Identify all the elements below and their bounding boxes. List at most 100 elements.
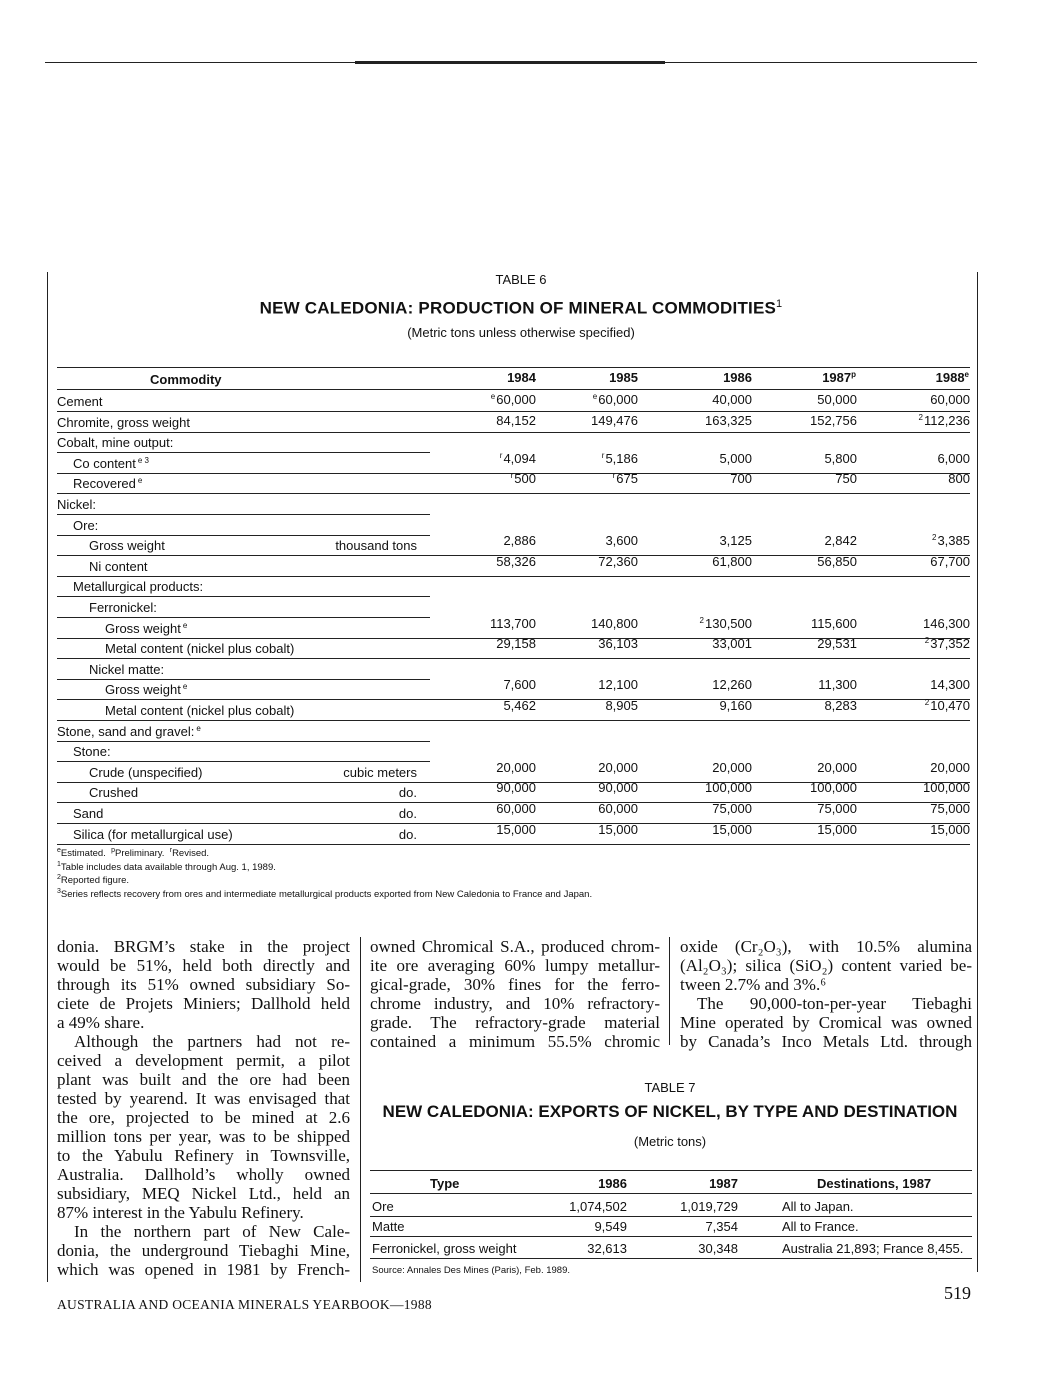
table-cell: 210,470 xyxy=(880,698,970,713)
row-label: Nickel matte: xyxy=(89,662,164,677)
cell-value: 700 xyxy=(730,471,752,487)
table-cell: 60,000 xyxy=(446,801,536,816)
table-row: Metallurgical products: xyxy=(57,576,970,598)
cell-footnote-mark: 2 xyxy=(932,533,937,543)
table-cell: 2,886 xyxy=(446,533,536,548)
body-column-2: owned Chromical S.A., produced chrom-ite… xyxy=(370,937,660,1051)
table-cell: 90,000 xyxy=(548,780,638,795)
cell-value: 15,000 xyxy=(598,821,638,837)
row-unit: do. xyxy=(398,826,417,842)
footnote-text: Revised. xyxy=(172,848,210,859)
table-cell: 61,800 xyxy=(662,554,752,569)
cell-value: 15,000 xyxy=(930,821,970,837)
cell-value: 75,000 xyxy=(712,801,752,816)
row-rule xyxy=(57,452,430,454)
text-line: (Al₂O₃); silica (SiO₂) content varied be… xyxy=(680,956,972,975)
table-cell: 32,613 xyxy=(587,1241,627,1256)
table6-header-1988: 1988e xyxy=(910,370,970,385)
table-cell: 60,000 xyxy=(880,392,970,407)
table-cell: 75,000 xyxy=(767,801,857,816)
row-label-text: Gross weight xyxy=(89,538,165,554)
table-cell: e60,000 xyxy=(446,392,536,407)
table-cell: 2130,500 xyxy=(662,616,752,631)
table-cell: 163,325 xyxy=(662,413,752,428)
table-cell: 1,074,502 xyxy=(569,1199,627,1214)
text-line: subsidiary, MEQ Nickel Ltd., held an xyxy=(57,1184,350,1203)
cell-value: 2,886 xyxy=(503,533,536,549)
table-cell: 75,000 xyxy=(662,801,752,816)
footnote-text: Series reflects recovery from ores and i… xyxy=(60,888,593,900)
row-label: Gross weight e xyxy=(105,682,188,697)
cell-footnote-mark: 2 xyxy=(924,698,930,707)
cell-value: 152,756 xyxy=(810,412,857,428)
table7-header-top-rule xyxy=(370,1170,972,1171)
table-cell: 3,125 xyxy=(662,533,752,548)
table-cell: 40,000 xyxy=(662,392,752,407)
text-line: through its 51% owned subsidiary So- xyxy=(57,975,350,994)
text-line: donia, the underground Tiebaghi Mine, xyxy=(57,1241,350,1260)
row-label-text: Ore: xyxy=(73,517,99,533)
table-cell: 58,326 xyxy=(446,554,536,569)
row-rule xyxy=(57,514,430,515)
cell-value: 5,462 xyxy=(503,698,536,713)
cell-footnote-mark: r xyxy=(601,450,605,460)
cell-value: 56,850 xyxy=(817,553,857,569)
left-margin-rule xyxy=(47,272,48,1282)
row-label-text: Nickel: xyxy=(57,497,97,512)
table7-header-2: 1987 xyxy=(709,1176,738,1191)
cell-footnote-mark: e xyxy=(490,392,496,401)
table-cell: 75,000 xyxy=(880,801,970,816)
table-cell: 7,354 xyxy=(705,1219,738,1234)
row-rule xyxy=(57,761,430,763)
table-cell: 115,600 xyxy=(767,616,857,631)
column-divider-2 xyxy=(669,937,670,1045)
cell-value: 8,283 xyxy=(824,698,857,713)
cell-footnote-mark: r xyxy=(612,471,616,481)
table-cell: 56,850 xyxy=(767,554,857,569)
cell-value: 90,000 xyxy=(598,780,638,796)
row-label: Metal content (nickel plus cobalt) xyxy=(105,703,294,718)
cell-value: 3,385 xyxy=(937,533,970,549)
row-label: Cement xyxy=(57,394,103,409)
table-row: Ore: xyxy=(57,515,970,536)
cell-value: 20,000 xyxy=(712,759,752,775)
row-label-text: Stone, sand and gravel: xyxy=(57,723,195,739)
table6-header-commodity: Commodity xyxy=(150,372,222,387)
table-cell: 20,000 xyxy=(548,760,638,775)
table7-caption: TABLE 7 xyxy=(644,1080,696,1095)
row-label-text: Cobalt, mine output: xyxy=(57,435,174,451)
row-label: Cobalt, mine output: xyxy=(57,435,173,450)
cell-footnote-mark: e xyxy=(592,392,598,401)
text-line: contained a minimum 55.5% chromic xyxy=(370,1032,660,1051)
text-line: million tons per year, was to be shipped xyxy=(57,1127,350,1146)
text-line: Mine operated by Cromical was owned xyxy=(680,1013,972,1032)
table-row: Ferronickel, gross weight 32,613 30,348 Aus… xyxy=(370,1238,972,1259)
table-cell: 15,000 xyxy=(880,822,970,837)
header-text: Commodity xyxy=(150,372,222,387)
text-line: the ore, projected to be mined at 2.6 xyxy=(57,1108,350,1127)
cell-value: 750 xyxy=(835,471,857,487)
table-cell: All to Japan. xyxy=(782,1199,854,1214)
table6-header-1987: 1987p xyxy=(797,370,857,385)
row-label-text: Stone: xyxy=(73,744,111,760)
table-cell: 8,905 xyxy=(548,698,638,713)
table-cell: 237,352 xyxy=(880,636,970,651)
table-cell: 8,283 xyxy=(767,698,857,713)
row-label: Ore: xyxy=(73,518,98,533)
table-cell: 15,000 xyxy=(446,822,536,837)
cell-value: 67,700 xyxy=(930,553,970,569)
table-cell: 800 xyxy=(880,471,970,486)
text-line: In the northern part of New Cale- xyxy=(74,1222,350,1241)
row-label: Co content e 3 xyxy=(73,456,150,471)
row-label-text: Crushed xyxy=(89,785,139,801)
table-cell: 2,842 xyxy=(767,533,857,548)
table-cell: 67,700 xyxy=(880,554,970,569)
table-row: Chromite, gross weight 84,152 149,476 163,3… xyxy=(57,412,970,433)
cell-value: 72,360 xyxy=(598,553,638,569)
cell-value: 60,000 xyxy=(930,392,970,407)
table-cell: 100,000 xyxy=(767,780,857,795)
row-footnote-mark: e xyxy=(137,476,143,486)
cell-value: 3,125 xyxy=(719,533,752,549)
table-cell: 20,000 xyxy=(446,760,536,775)
table-row: Crude (unspecified) cubic meters 20,000 20,… xyxy=(57,759,970,783)
